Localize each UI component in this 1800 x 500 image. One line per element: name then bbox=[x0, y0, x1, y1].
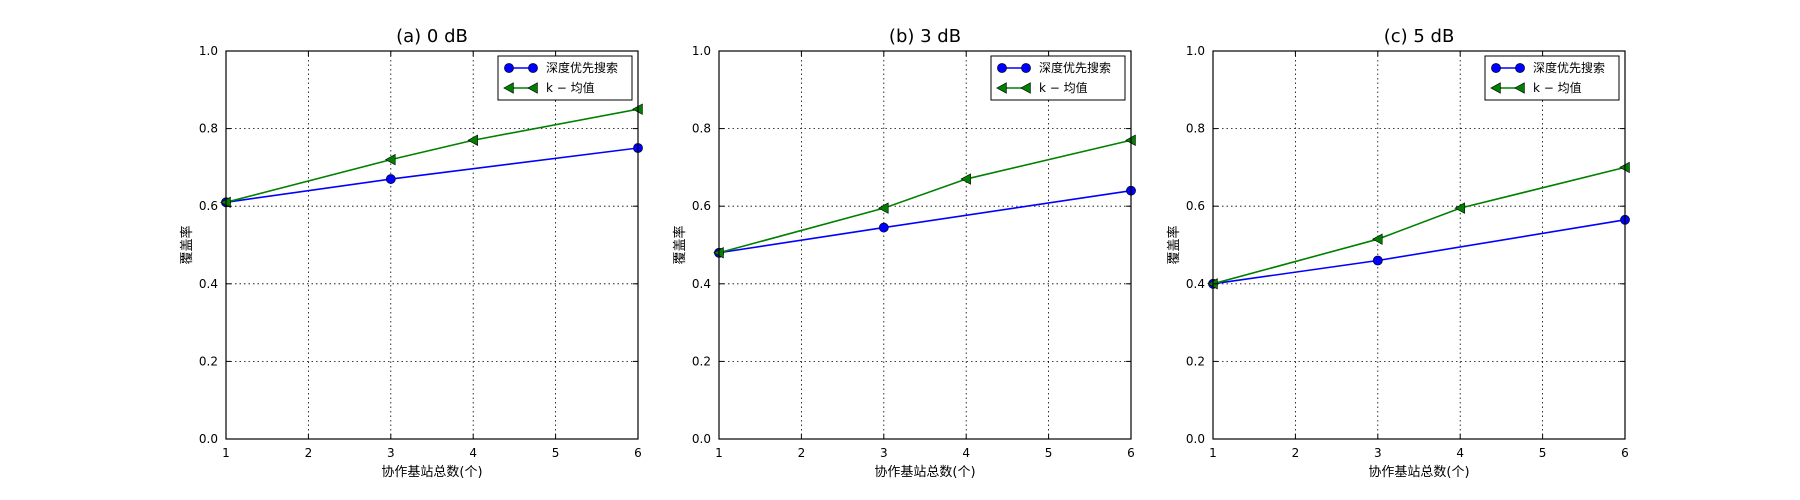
data-point bbox=[385, 174, 396, 184]
chart-panel-2: 1 2 3 4 5 6 0.0 0.2 0.4 0.6 0.8 1.0 (b) 3 dB 协作基站总数(个… bbox=[672, 26, 1136, 480]
x-tick-label: 4 bbox=[469, 446, 477, 460]
y-tick-label: 0.2 bbox=[692, 354, 711, 368]
legend-label: 深度优先搜索 bbox=[1533, 60, 1605, 75]
x-tick-label: 3 bbox=[880, 446, 888, 460]
y-tick-label: 0.6 bbox=[1186, 199, 1205, 213]
y-tick-label: 0.8 bbox=[1186, 122, 1205, 136]
y-tick-label: 0.0 bbox=[1186, 432, 1205, 446]
series-line-1 bbox=[718, 189, 1132, 254]
x-tick-label: 5 bbox=[1539, 446, 1547, 460]
x-axis-label: 协作基站总数(个) bbox=[874, 465, 975, 480]
legend-box bbox=[1484, 55, 1620, 101]
x-axis-label: 协作基站总数(个) bbox=[1368, 465, 1469, 480]
x-tick-label: 6 bbox=[1621, 446, 1629, 460]
y-tick-label: 0.6 bbox=[692, 199, 711, 213]
legend-marker bbox=[1514, 82, 1525, 94]
y-tick-label: 0.0 bbox=[692, 432, 711, 446]
legend-marker bbox=[503, 82, 514, 94]
x-tick-label: 4 bbox=[1456, 446, 1464, 460]
series-line-2 bbox=[718, 139, 1132, 254]
x-axis-label: 协作基站总数(个) bbox=[381, 465, 482, 480]
x-tick-label: 2 bbox=[1292, 446, 1300, 460]
x-tick-label: 3 bbox=[1374, 446, 1382, 460]
x-tick-label: 3 bbox=[387, 446, 395, 460]
x-tick-label: 1 bbox=[715, 446, 723, 460]
plot-frame bbox=[718, 50, 1132, 440]
chart-title: (c) 5 dB bbox=[1384, 26, 1455, 47]
y-axis-label: 覆盖率 bbox=[179, 225, 195, 264]
x-tick-label: 2 bbox=[798, 446, 806, 460]
chart-panel-1: 1 2 3 4 5 6 0.0 0.2 0.4 0.6 0.8 1.0 (a) 0 dB 协作基站总数(个… bbox=[179, 26, 643, 480]
legend-marker bbox=[1021, 63, 1031, 73]
data-point bbox=[960, 173, 971, 185]
legend: 深度优先搜索 k − 均值 bbox=[1484, 55, 1620, 101]
y-tick-label: 0.6 bbox=[199, 199, 218, 213]
series-line-2 bbox=[1212, 166, 1626, 285]
series-line-2 bbox=[225, 108, 639, 204]
x-tick-label: 2 bbox=[305, 446, 313, 460]
y-tick-label: 1.0 bbox=[199, 44, 218, 58]
legend-box bbox=[990, 55, 1126, 101]
data-point bbox=[1454, 202, 1465, 214]
y-tick-label: 0.2 bbox=[199, 354, 218, 368]
legend-marker bbox=[1491, 63, 1501, 73]
y-tick-label: 0.8 bbox=[692, 122, 711, 136]
chart-panel-3: 1 2 3 4 5 6 0.0 0.2 0.4 0.6 0.8 1.0 (c) 5 dB 协作基站总数(个… bbox=[1166, 26, 1630, 480]
x-tick-label: 1 bbox=[222, 446, 230, 460]
legend-marker bbox=[996, 82, 1007, 94]
data-point bbox=[1372, 255, 1383, 266]
legend-box bbox=[497, 55, 633, 101]
legend-label: 深度优先搜索 bbox=[1039, 60, 1111, 75]
legend-label: k − 均值 bbox=[1533, 80, 1582, 95]
y-tick-label: 0.4 bbox=[1186, 277, 1205, 291]
legend-marker bbox=[1490, 82, 1501, 94]
plot-frame bbox=[1212, 50, 1626, 440]
data-point bbox=[384, 153, 396, 166]
legend-marker bbox=[504, 63, 514, 73]
y-axis-label: 覆盖率 bbox=[1166, 225, 1182, 264]
data-point bbox=[878, 222, 889, 233]
y-tick-label: 0.8 bbox=[199, 122, 218, 136]
y-tick-label: 0.2 bbox=[1186, 354, 1205, 368]
y-axis-label: 覆盖率 bbox=[672, 225, 688, 264]
data-point bbox=[877, 202, 889, 214]
chart-title: (b) 3 dB bbox=[889, 26, 961, 47]
plot-frame bbox=[225, 50, 639, 440]
x-tick-label: 5 bbox=[1045, 446, 1053, 460]
data-point bbox=[1371, 233, 1383, 245]
y-tick-label: 1.0 bbox=[1186, 44, 1205, 58]
x-tick-label: 1 bbox=[1209, 446, 1217, 460]
chart-title: (a) 0 dB bbox=[396, 26, 468, 47]
y-tick-label: 1.0 bbox=[692, 44, 711, 58]
y-tick-label: 0.4 bbox=[199, 277, 218, 291]
series-line-1 bbox=[225, 147, 639, 204]
legend-label: k − 均值 bbox=[546, 80, 595, 95]
legend-marker bbox=[1515, 63, 1525, 73]
x-tick-label: 6 bbox=[1127, 446, 1135, 460]
y-tick-label: 0.0 bbox=[199, 432, 218, 446]
data-point bbox=[467, 134, 478, 146]
y-tick-label: 0.4 bbox=[692, 277, 711, 291]
legend-marker bbox=[997, 63, 1007, 73]
x-tick-label: 5 bbox=[552, 446, 560, 460]
legend-label: 深度优先搜索 bbox=[546, 60, 618, 75]
legend-marker bbox=[1020, 82, 1031, 94]
legend: 深度优先搜索 k − 均值 bbox=[990, 55, 1126, 101]
legend-marker bbox=[528, 63, 538, 73]
x-tick-label: 4 bbox=[962, 446, 970, 460]
x-tick-label: 6 bbox=[634, 446, 642, 460]
legend-marker bbox=[527, 82, 538, 94]
legend-label: k − 均值 bbox=[1039, 80, 1088, 95]
series-line-1 bbox=[1212, 218, 1626, 285]
legend: 深度优先搜索 k − 均值 bbox=[497, 55, 633, 101]
